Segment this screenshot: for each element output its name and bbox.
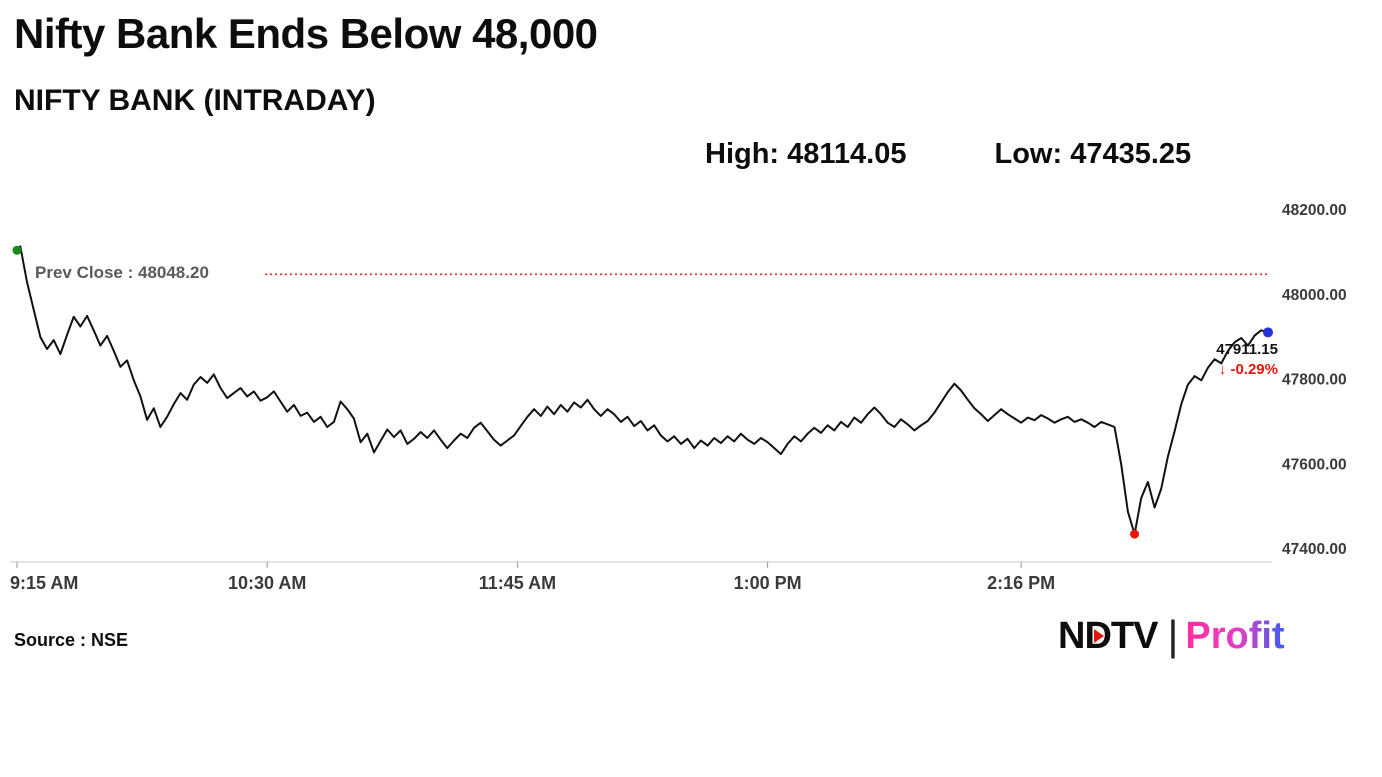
y-axis-tick-label: 48200.00 [1282, 202, 1347, 219]
chart-subtitle: NIFTY BANK (INTRADAY) [14, 84, 376, 117]
profit-logo-text: Profit [1185, 614, 1285, 657]
high-low-row: High: 48114.05 Low: 47435.25 [705, 138, 1191, 171]
ndtv-logo-letters: NDTV [1058, 614, 1158, 657]
y-axis-tick-label: 47600.00 [1282, 456, 1347, 473]
ndtv-profit-logo: NDTV | Profit [1058, 612, 1285, 660]
x-axis-tick-label: 9:15 AM [10, 573, 78, 593]
x-axis-tick-label: 10:30 AM [228, 573, 306, 593]
low-label: Low: 47435.25 [994, 138, 1192, 170]
logo-divider: | [1167, 612, 1179, 659]
ndtv-logo-text: NDTV [1058, 614, 1158, 658]
last-price-value: 47911.15 [1216, 341, 1278, 358]
series-end-marker [1263, 327, 1273, 338]
ndtv-logo-accent [1094, 628, 1104, 643]
series-start-marker [12, 245, 22, 255]
prev-close-label: Prev Close : 48048.20 [35, 263, 209, 282]
series-low-marker [1130, 529, 1140, 539]
last-price-change: ↓ -0.29% [1218, 361, 1278, 379]
price-line [16, 245, 1269, 536]
high-label: High: 48114.05 [705, 138, 907, 170]
page-title: Nifty Bank Ends Below 48,000 [14, 10, 598, 57]
source-label: Source : NSE [14, 630, 129, 650]
y-axis-tick-label: 48000.00 [1282, 287, 1347, 304]
x-axis-tick-label: 1:00 PM [734, 573, 802, 593]
last-price-annotation: 47911.15 ↓ -0.29% [1150, 341, 1278, 379]
y-axis-tick-label: 47800.00 [1282, 372, 1347, 389]
y-axis-tick-label: 47400.00 [1282, 541, 1347, 558]
x-axis-tick-label: 11:45 AM [479, 573, 556, 593]
x-axis-tick-label: 2:16 PM [987, 573, 1055, 593]
